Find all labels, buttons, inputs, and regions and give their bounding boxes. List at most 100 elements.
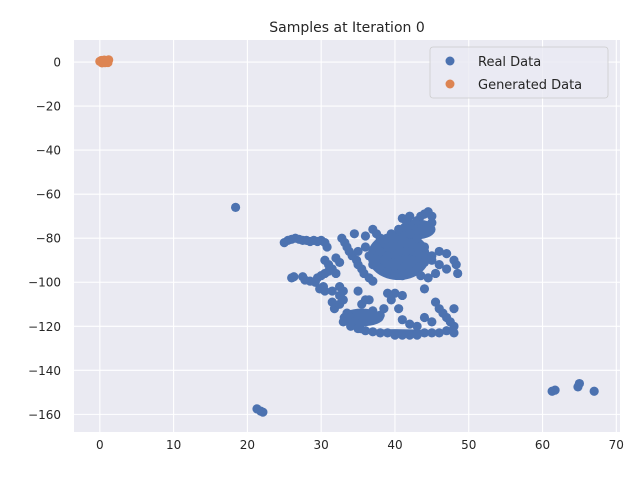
data-point: [327, 286, 337, 296]
data-point: [397, 238, 407, 248]
data-point: [451, 260, 461, 270]
x-tick-label: 50: [461, 438, 476, 452]
data-point: [258, 407, 268, 417]
data-point: [353, 286, 363, 296]
data-point: [368, 260, 378, 270]
data-point: [427, 218, 437, 228]
data-point: [401, 246, 411, 257]
x-tick-label: 0: [96, 438, 104, 452]
data-point: [353, 246, 363, 257]
data-point: [442, 264, 452, 274]
data-point: [449, 328, 459, 338]
data-point: [364, 295, 374, 305]
legend-label-generated: Generated Data: [478, 78, 582, 93]
data-point: [230, 202, 241, 212]
data-point: [573, 382, 583, 392]
data-point: [346, 321, 356, 331]
data-point: [405, 266, 415, 276]
data-point: [375, 264, 385, 274]
data-point: [550, 385, 560, 395]
data-point: [322, 242, 332, 252]
data-point: [101, 56, 112, 66]
data-point: [338, 286, 348, 296]
data-point: [589, 386, 599, 396]
plot-area: [74, 40, 620, 432]
legend-box: [429, 46, 609, 99]
y-tick-label: 0: [53, 56, 61, 70]
series-real: [230, 202, 599, 417]
data-point: [419, 257, 430, 268]
y-tick-label: −20: [36, 100, 61, 114]
data-point: [335, 257, 345, 268]
data-point: [397, 271, 407, 281]
x-tick-label: 60: [535, 438, 550, 452]
y-tick-label: −160: [28, 408, 61, 422]
data-point: [419, 312, 430, 323]
y-tick-label: −80: [36, 232, 61, 246]
x-tick-label: 30: [314, 438, 329, 452]
grid: [74, 40, 620, 432]
data-point: [397, 315, 407, 325]
x-tick-label: 40: [387, 438, 402, 452]
data-point: [390, 268, 400, 279]
data-point: [427, 317, 437, 327]
data-point: [394, 304, 404, 314]
data-point: [353, 323, 363, 334]
data-point: [390, 330, 400, 340]
data-point: [394, 255, 404, 265]
data-point: [442, 326, 452, 336]
data-point: [386, 229, 396, 239]
data-point: [368, 306, 378, 316]
data-point: [419, 224, 430, 234]
series-generated: [95, 55, 114, 68]
data-point: [427, 328, 437, 338]
data-point: [419, 284, 430, 294]
y-tick-label: −120: [28, 320, 61, 334]
data-point: [379, 255, 389, 265]
data-point: [320, 286, 330, 296]
data-point: [405, 319, 415, 329]
legend-marker-real: [445, 56, 455, 66]
y-axis-ticks: 0 −20 −40 −60 −80 −100 −120 −140 −160: [28, 56, 61, 422]
data-point: [338, 295, 348, 305]
legend: Real Data Generated Data: [429, 46, 609, 99]
data-point: [360, 326, 371, 336]
chart-title: Samples at Iteration 0: [269, 20, 425, 36]
data-point: [349, 229, 359, 239]
legend-marker-generated: [445, 79, 455, 89]
data-point: [419, 328, 430, 338]
data-point: [397, 330, 407, 340]
data-point: [408, 255, 419, 265]
data-point: [371, 242, 382, 252]
data-point: [423, 273, 433, 283]
x-tick-label: 70: [609, 438, 624, 452]
data-point: [430, 268, 441, 279]
y-tick-label: −140: [28, 364, 61, 378]
data-point: [434, 328, 444, 338]
data-point: [360, 242, 371, 252]
data-point: [289, 272, 299, 282]
data-point: [397, 290, 407, 301]
data-point: [375, 328, 385, 338]
data-point: [368, 327, 378, 337]
data-point: [412, 321, 422, 331]
data-point: [427, 211, 437, 221]
y-tick-label: −100: [28, 276, 61, 290]
data-point: [412, 330, 422, 340]
legend-label-real: Real Data: [478, 55, 541, 70]
data-point: [338, 317, 348, 327]
data-point: [434, 260, 444, 270]
data-point: [453, 268, 463, 279]
y-tick-label: −40: [36, 144, 61, 158]
data-point: [364, 251, 374, 261]
data-point: [416, 242, 426, 252]
data-point: [405, 330, 415, 340]
data-point: [412, 233, 422, 243]
data-point: [427, 255, 437, 265]
data-points: [95, 55, 599, 417]
data-point: [360, 231, 371, 241]
data-point: [449, 304, 459, 314]
x-axis-ticks: 0 10 20 30 40 50 60 70: [96, 438, 624, 452]
data-point: [382, 266, 393, 276]
